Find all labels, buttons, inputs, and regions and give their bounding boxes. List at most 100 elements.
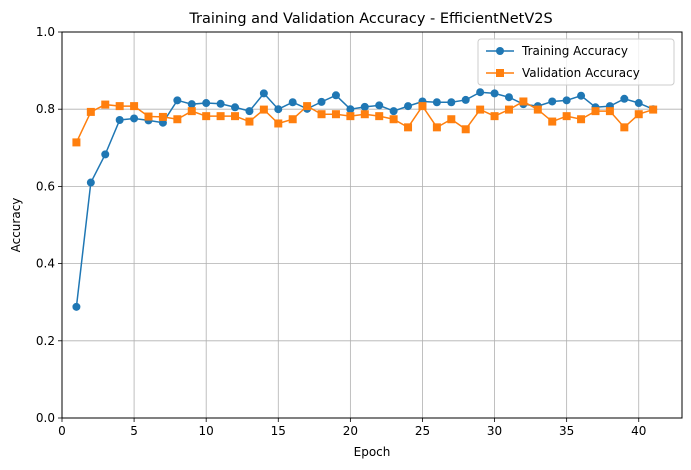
x-tick-label: 15 [271, 424, 286, 438]
data-point [72, 302, 81, 311]
data-point [101, 100, 110, 109]
data-point [202, 99, 211, 108]
data-point [331, 91, 340, 100]
data-point [404, 123, 413, 132]
data-point [216, 99, 225, 108]
series-validation [72, 97, 658, 147]
x-tick-label: 10 [199, 424, 214, 438]
data-point [245, 107, 254, 116]
axes: 0 5 10 15 20 25 30 35 40 0.0 0.2 0.4 0.6 0.8 1.0 [36, 25, 646, 438]
data-point [86, 178, 95, 187]
y-tick-label: 0.4 [36, 257, 55, 271]
data-point [259, 89, 268, 98]
data-point [375, 112, 384, 121]
data-point [649, 105, 658, 114]
data-point [375, 101, 384, 110]
chart-title: Training and Validation Accuracy - Effic… [188, 11, 552, 27]
data-point [634, 99, 643, 108]
data-point [504, 105, 513, 114]
data-point [519, 97, 528, 106]
data-point [389, 107, 398, 116]
data-point [389, 115, 398, 124]
y-tick-label: 0.0 [36, 411, 55, 425]
data-point [620, 94, 629, 103]
data-point [288, 98, 297, 107]
data-point [605, 107, 614, 116]
data-point [187, 100, 196, 109]
data-point [288, 115, 297, 124]
legend: Training Accuracy Validation Accuracy [477, 38, 675, 86]
x-tick-label: 5 [130, 424, 138, 438]
data-point [404, 102, 413, 111]
plot-frame [61, 31, 683, 419]
data-point [432, 98, 441, 107]
data-point [187, 107, 196, 116]
data-point [620, 123, 629, 132]
data-point [130, 114, 139, 123]
data-point [548, 97, 557, 106]
y-tick-label: 0.8 [36, 102, 55, 116]
data-point [346, 105, 355, 114]
data-point [476, 88, 485, 97]
data-point [115, 116, 124, 125]
grid [61, 31, 682, 419]
legend-marker [496, 69, 504, 77]
legend-box [477, 38, 675, 86]
legend-marker [496, 47, 504, 55]
data-point [577, 115, 586, 124]
data-point [202, 112, 211, 121]
data-point [533, 105, 542, 114]
data-point [577, 91, 586, 100]
x-tick-label: 25 [415, 424, 430, 438]
data-point [216, 112, 225, 121]
x-tick-label: 35 [559, 424, 574, 438]
data-point [259, 105, 268, 114]
y-axis-label: Accuracy [9, 198, 23, 253]
x-axis-label: Epoch [354, 445, 391, 459]
data-point [360, 110, 369, 119]
data-point [562, 112, 571, 121]
data-point [548, 117, 557, 126]
data-point [231, 103, 240, 112]
data-point [591, 107, 600, 116]
data-point [86, 107, 95, 116]
x-tick-label: 40 [631, 424, 646, 438]
data-point [490, 89, 499, 98]
x-tick-label: 30 [487, 424, 502, 438]
series-training [72, 88, 658, 311]
data-point [331, 110, 340, 119]
data-point [158, 112, 167, 121]
data-point [115, 102, 124, 111]
data-point [346, 112, 355, 121]
data-point [72, 138, 81, 147]
data-point [447, 98, 456, 107]
legend-label: Validation Accuracy [522, 66, 640, 80]
legend-item: Validation Accuracy [486, 66, 640, 80]
y-tick-label: 0.2 [36, 334, 55, 348]
data-point [231, 112, 240, 121]
data-point [274, 105, 283, 114]
data-point [562, 96, 571, 105]
x-tick-label: 0 [58, 424, 66, 438]
data-point [461, 125, 470, 134]
data-point [504, 93, 513, 102]
series [72, 88, 658, 311]
y-tick-label: 0.6 [36, 179, 55, 193]
data-point [360, 102, 369, 111]
data-point [317, 110, 326, 119]
data-point [245, 117, 254, 126]
legend-label: Training Accuracy [521, 44, 628, 58]
data-point [130, 102, 139, 111]
data-point [173, 115, 182, 124]
data-point [490, 112, 499, 121]
data-point [447, 115, 456, 124]
data-point [432, 123, 441, 132]
data-point [303, 102, 312, 111]
data-point [144, 112, 153, 121]
data-point [274, 119, 283, 128]
data-point [173, 96, 182, 105]
data-point [476, 105, 485, 114]
data-point [461, 95, 470, 104]
data-point [634, 110, 643, 119]
